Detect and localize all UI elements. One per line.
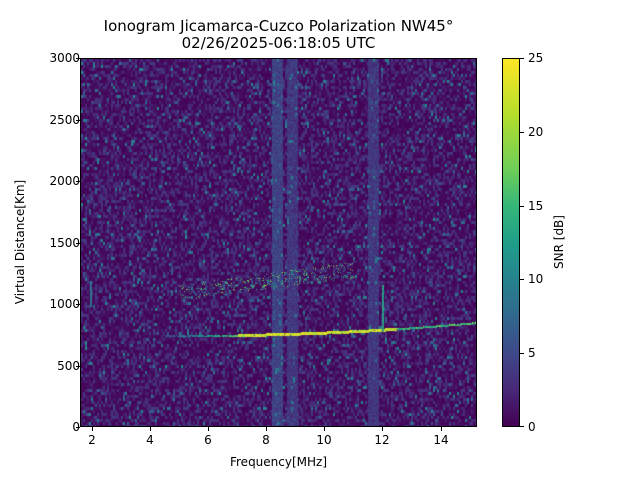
ionogram-heatmap [81,59,476,426]
x-tick-mark [150,427,151,431]
x-tick-mark [382,427,383,431]
colorbar-tick-mark [520,426,524,427]
x-tick-label: 2 [88,433,96,447]
y-axis-label: Virtual Distance[Km] [13,179,27,305]
chart-title: Ionogram Jicamarca-Cuzco Polarization NW… [103,17,454,35]
y-tick-label: 3000 [49,51,80,65]
colorbar-tick-mark [520,279,524,280]
x-tick-mark [441,427,442,431]
y-tick-label: 1000 [49,297,80,311]
y-tick-mark [76,304,80,305]
y-tick-label: 2000 [49,174,80,188]
colorbar-tick-label: 0 [528,420,536,434]
colorbar-tick-mark [520,58,524,59]
x-tick-mark [266,427,267,431]
chart-subtitle: 02/26/2025-06:18:05 UTC [181,34,376,52]
colorbar-tick-mark [520,353,524,354]
x-axis-label: Frequency[MHz] [229,455,328,469]
y-tick-mark [76,427,80,428]
colorbar-tick-mark [520,132,524,133]
colorbar [502,58,520,427]
x-tick-label: 14 [433,433,449,447]
y-tick-label: 500 [57,359,80,373]
y-tick-label: 2500 [49,113,80,127]
x-tick-label: 12 [374,433,390,447]
x-tick-label: 4 [146,433,154,447]
colorbar-label: SNR [dB] [552,215,566,269]
x-tick-mark [92,427,93,431]
y-tick-label: 0 [72,420,80,434]
y-tick-mark [76,58,80,59]
colorbar-tick-label: 25 [528,51,544,65]
y-tick-mark [76,366,80,367]
x-tick-mark [324,427,325,431]
x-tick-label: 10 [316,433,332,447]
y-tick-mark [76,120,80,121]
x-tick-mark [208,427,209,431]
ionogram-plot-area [80,58,477,427]
colorbar-tick-label: 15 [528,199,544,213]
colorbar-tick-label: 10 [528,272,544,286]
y-tick-mark [76,181,80,182]
colorbar-tick-mark [520,206,524,207]
y-tick-mark [76,243,80,244]
colorbar-tick-label: 5 [528,346,536,360]
x-tick-label: 8 [262,433,270,447]
y-tick-label: 1500 [49,236,80,250]
colorbar-tick-label: 20 [528,125,544,139]
x-tick-label: 6 [204,433,212,447]
